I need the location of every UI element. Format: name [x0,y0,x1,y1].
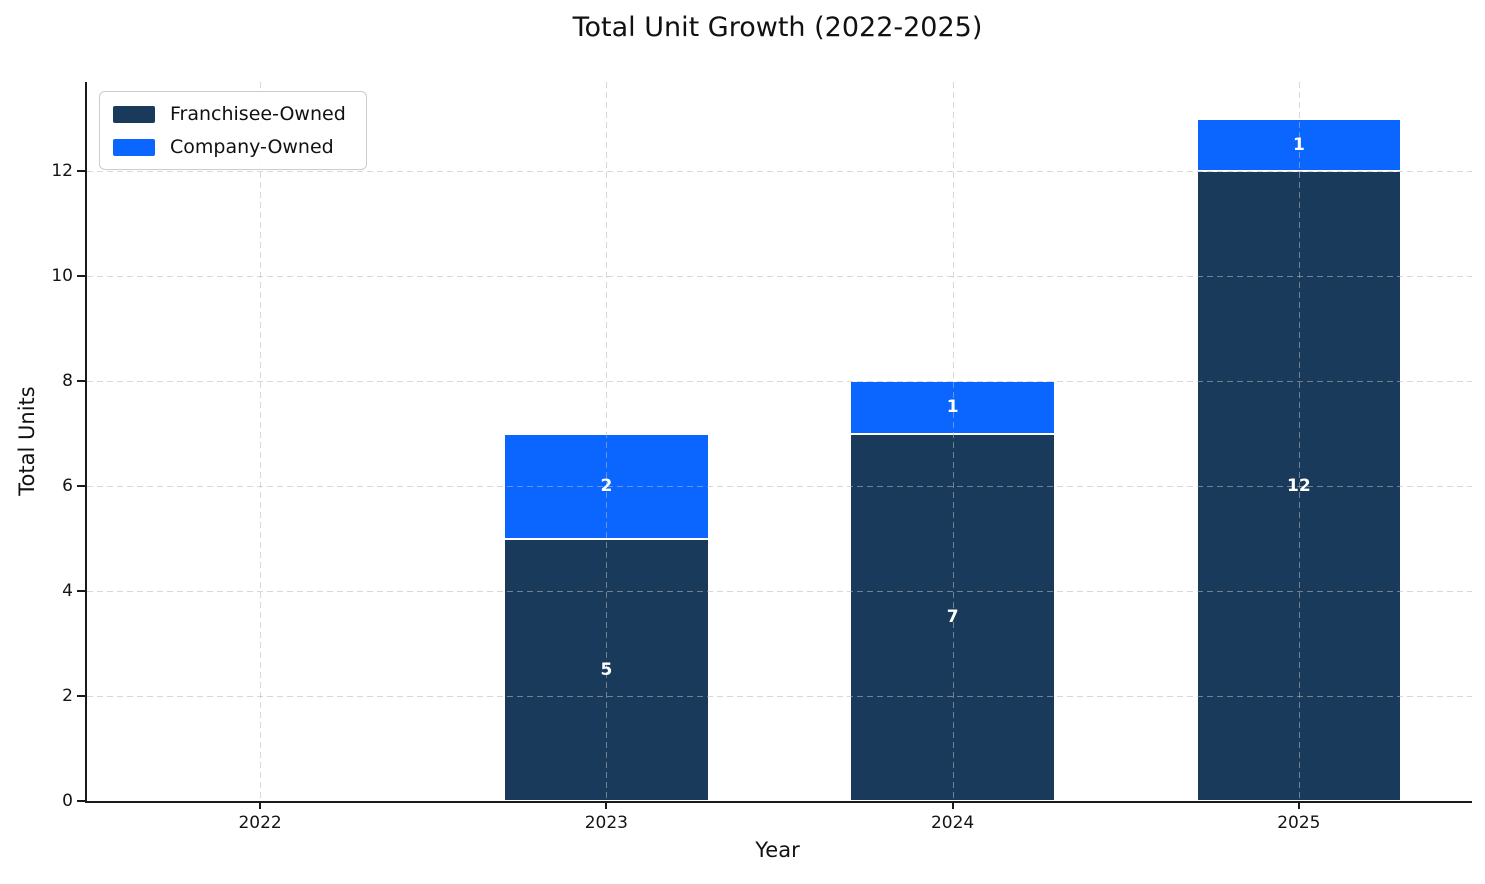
x-axis-label: Year [755,838,800,862]
x-tick-mark [605,801,608,809]
x-tick-mark [1297,801,1300,809]
x-tick-label: 2025 [1277,813,1321,833]
bar-value-label: 2 [600,476,613,497]
legend: Franchisee-Owned Company-Owned [99,91,367,170]
legend-label: Franchisee-Owned [170,103,346,125]
bar-segment-franchisee-owned [504,538,709,801]
x-tick-mark [951,801,954,809]
y-tick-label: 6 [62,476,73,497]
legend-swatch [113,138,155,156]
y-tick-mark [77,590,85,593]
bar-segment-company-owned [1196,118,1401,172]
chart-title: Total Unit Growth (2022-2025) [572,12,983,43]
bar-segment-company-owned [850,381,1055,434]
x-tick-label: 2022 [238,813,282,833]
y-tick-label: 0 [62,791,73,811]
y-tick-label: 8 [62,371,73,392]
y-tick-mark [77,695,85,698]
legend-swatch [113,105,155,123]
bar-value-label: 1 [1292,134,1305,155]
y-tick-mark [77,275,85,278]
x-tick-mark [259,801,262,809]
bar-segment-franchisee-owned [850,433,1055,801]
y-tick-label: 2 [62,686,73,707]
y-tick-label: 4 [62,581,73,602]
plot-area: 0 2 4 6 8 10 12 2022 2023 5 2 2024 7 1 2025 12 1 [51,82,1472,833]
y-tick-mark [77,485,85,488]
y-tick-mark [77,800,85,802]
y-tick-label: 12 [51,161,73,182]
y-tick-mark [77,170,85,173]
bar-value-label: 7 [946,607,959,628]
bar-value-label: 12 [1287,476,1311,497]
bar-value-label: 5 [600,659,613,680]
legend-label: Company-Owned [170,136,334,158]
legend-item: Company-Owned [113,136,346,158]
y-tick-mark [77,380,85,383]
gridline-vertical [260,82,262,801]
legend-item: Franchisee-Owned [113,103,346,125]
x-tick-label: 2023 [584,813,628,833]
y-tick-label: 10 [51,266,73,287]
x-tick-label: 2024 [930,813,975,833]
bar-value-label: 1 [946,397,959,418]
